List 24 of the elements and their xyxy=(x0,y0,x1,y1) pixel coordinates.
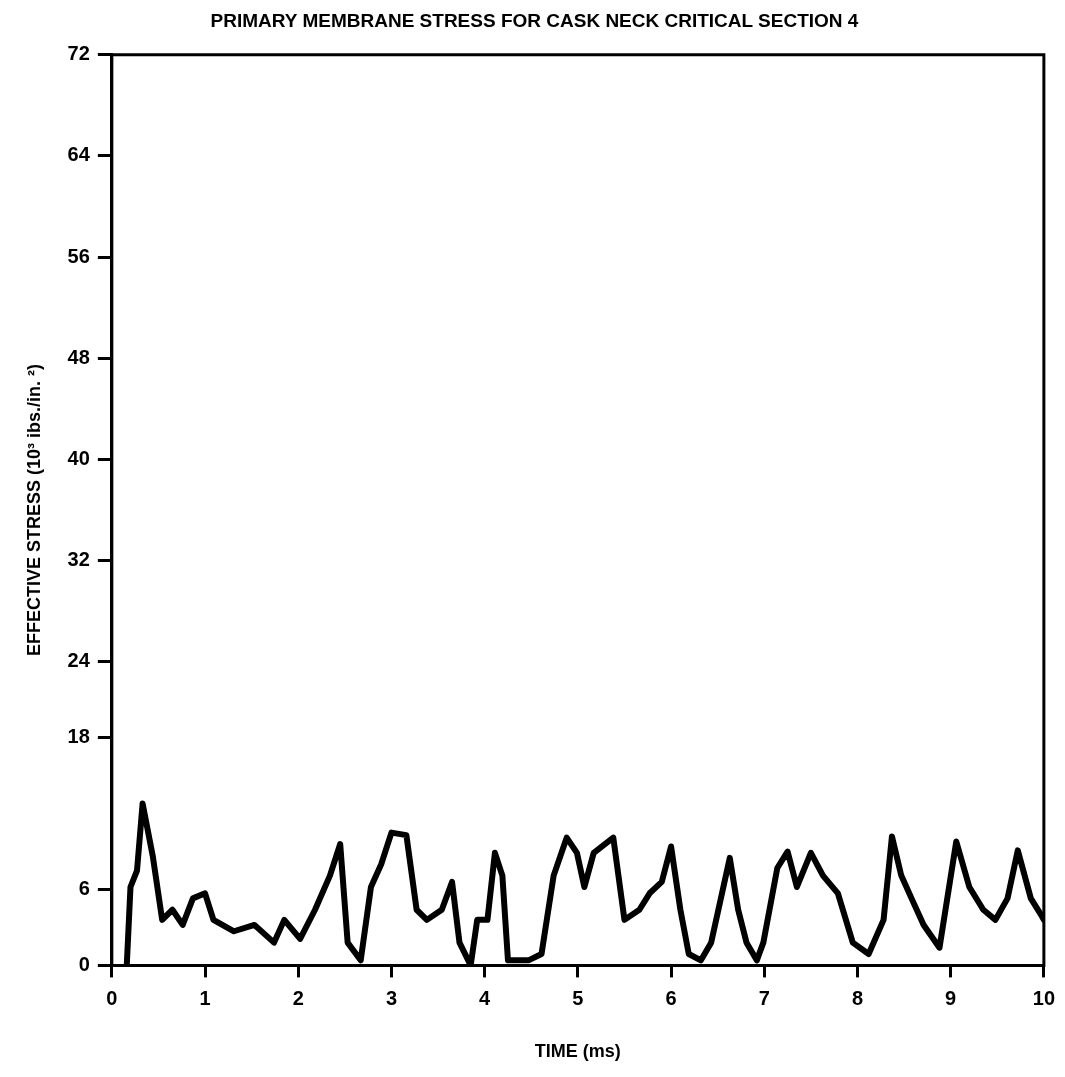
x-tick-label: 9 xyxy=(945,986,957,1009)
y-tick-label: 64 xyxy=(67,143,91,166)
y-axis-title: EFFECTIVE STRESS (10³ ibs./in. ²) xyxy=(23,364,44,657)
x-tick-label: 0 xyxy=(106,986,118,1009)
x-tick-label: 5 xyxy=(572,986,584,1009)
x-tick-label: 7 xyxy=(758,986,770,1009)
x-tick-label: 6 xyxy=(665,986,677,1009)
x-tick-label: 3 xyxy=(385,986,398,1009)
y-tick-label: 18 xyxy=(67,725,90,748)
x-tick-label: 8 xyxy=(851,986,864,1009)
x-tick-label: 4 xyxy=(479,986,492,1009)
x-axis-title: TIME (ms) xyxy=(534,1041,621,1062)
y-tick-label: 0 xyxy=(78,952,90,975)
y-tick-label: 72 xyxy=(67,42,90,65)
x-tick-label: 1 xyxy=(199,986,211,1009)
x-tick-label: 10 xyxy=(1032,986,1055,1009)
chart-title: PRIMARY MEMBRANE STRESS FOR CASK NECK CRITICAL SECTION 4 xyxy=(210,9,859,31)
y-tick-label: 32 xyxy=(67,548,90,571)
x-tick-label: 2 xyxy=(292,986,304,1009)
y-tick-label: 24 xyxy=(67,649,91,672)
y-tick-label: 6 xyxy=(78,877,90,900)
y-tick-label: 48 xyxy=(67,345,90,368)
y-tick-label: 56 xyxy=(67,244,90,267)
y-tick-label: 40 xyxy=(67,447,90,470)
